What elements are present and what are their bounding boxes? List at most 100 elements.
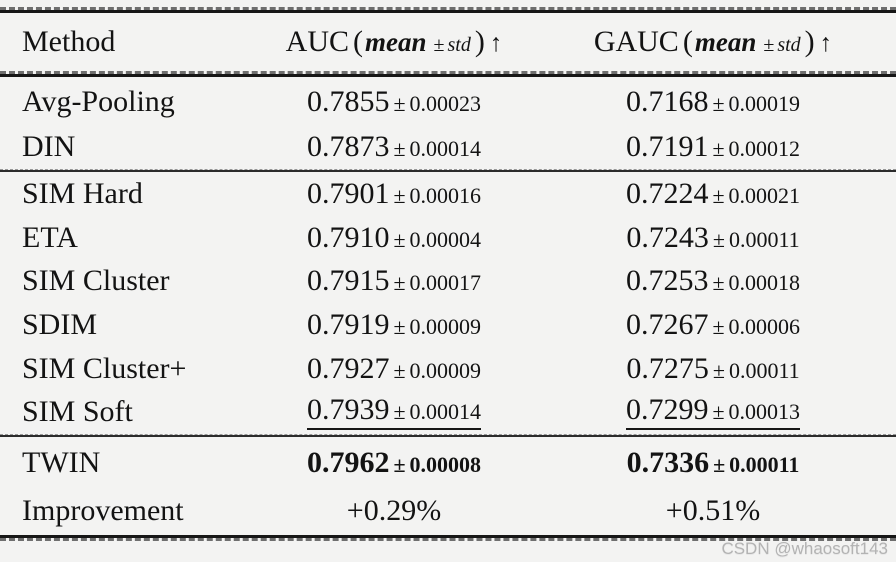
auc-mean: 0.7910	[306, 220, 390, 254]
table-row: SDIM 0.7919 ±0.00009 0.7267 ±0.00006	[0, 303, 896, 347]
gauc-value-cell: 0.7336 ±0.00011	[530, 447, 896, 479]
auc-mean: 0.7873	[306, 129, 390, 163]
column-header-method: Method	[22, 25, 116, 58]
gauc-mean: 0.7191	[625, 129, 709, 163]
gauc-std: 0.00019	[728, 90, 801, 116]
group-separator-rule-1	[0, 169, 896, 172]
table-group-twin: TWIN 0.7962 ±0.00008 0.7336 ±0.00011 Improvem…	[0, 437, 896, 535]
gauc-value-cell: 0.7299 ±0.00013	[530, 394, 896, 430]
gauc-improvement-value: +0.51%	[665, 494, 761, 527]
header-separator-rule	[0, 71, 896, 77]
gauc-std: 0.00013	[728, 399, 801, 425]
auc-value: 0.7855 ±0.00023	[307, 86, 481, 118]
auc-value-cell: 0.7873 ±0.00014	[258, 131, 530, 163]
gauc-value: 0.7336 ±0.00011	[627, 447, 800, 479]
gauc-value: 0.7243 ±0.00011	[626, 222, 799, 254]
gauc-mean: 0.7299	[625, 393, 709, 427]
gauc-value-cell: 0.7168 ±0.00019	[530, 86, 896, 118]
method-name: SIM Cluster+	[22, 351, 187, 385]
gauc-value: 0.7275 ±0.00011	[626, 353, 799, 385]
gauc-header-mean-word: mean	[694, 27, 757, 57]
auc-mean: 0.7939	[306, 393, 390, 427]
auc-value-cell: 0.7901 ±0.00016	[258, 178, 530, 210]
table-top-rule	[0, 7, 896, 13]
auc-header-plus-minus: ±	[433, 34, 445, 56]
gauc-header-open-paren: (	[682, 25, 693, 58]
auc-value: 0.7910 ±0.00004	[307, 222, 481, 254]
table-row: DIN 0.7873 ±0.00014 0.7191 ±0.00012	[0, 124, 896, 169]
table-row: TWIN 0.7962 ±0.00008 0.7336 ±0.00011	[0, 439, 896, 487]
auc-std: 0.00017	[409, 270, 482, 296]
auc-value: 0.7962 ±0.00008	[307, 447, 481, 479]
table-header-row: Method AUC (mean ± std ) ↑ GAUC (mean ± std…	[0, 13, 896, 71]
gauc-value-cell: 0.7253 ±0.00018	[530, 265, 896, 297]
auc-std: 0.00009	[409, 314, 482, 340]
auc-std: 0.00014	[409, 399, 482, 425]
gauc-mean: 0.7224	[625, 177, 709, 211]
table-row: SIM Hard 0.7901 ±0.00016 0.7224 ±0.00021	[0, 172, 896, 216]
auc-header-close-paren: )	[474, 25, 485, 58]
plus-minus: ±	[712, 270, 725, 296]
gauc-std: 0.00011	[729, 452, 800, 478]
gauc-value-cell: 0.7267 ±0.00006	[530, 309, 896, 341]
auc-mean: 0.7855	[306, 84, 390, 118]
plus-minus: ±	[393, 399, 406, 425]
method-name: ETA	[22, 220, 78, 254]
auc-mean: 0.7927	[306, 351, 390, 385]
auc-value-cell: 0.7919 ±0.00009	[258, 309, 530, 341]
gauc-std: 0.00012	[728, 135, 801, 161]
gauc-mean: 0.7275	[626, 351, 709, 385]
plus-minus: ±	[393, 226, 406, 252]
column-header-auc: AUC (mean ± std ) ↑	[258, 25, 530, 59]
auc-header-up-arrow-icon: ↑	[489, 30, 503, 57]
table-row: Avg-Pooling 0.7855 ±0.00023 0.7168 ±0.00019	[0, 79, 896, 124]
auc-mean: 0.7915	[306, 264, 390, 298]
gauc-mean: 0.7243	[626, 220, 709, 254]
auc-header-std-word: std	[447, 34, 471, 56]
auc-value-cell: 0.7939 ±0.00014	[258, 394, 530, 430]
auc-std: 0.00009	[409, 357, 482, 383]
table-row: SIM Cluster 0.7915 ±0.00017 0.7253 ±0.00018	[0, 259, 896, 303]
auc-value-cell: 0.7855 ±0.00023	[258, 86, 530, 118]
table-row: ETA 0.7910 ±0.00004 0.7243 ±0.00011	[0, 216, 896, 260]
method-name: Avg-Pooling	[22, 84, 175, 118]
auc-value-cell: +0.29%	[258, 494, 530, 528]
auc-mean: 0.7962	[306, 446, 390, 480]
table-group-baselines: Avg-Pooling 0.7855 ±0.00023 0.7168 ±0.00019 D…	[0, 77, 896, 169]
auc-header-open-paren: (	[353, 25, 363, 58]
gauc-value: 0.7253 ±0.00018	[626, 265, 800, 297]
table-row: SIM Soft 0.7939 ±0.00014 0.7299 ±0.00013	[0, 390, 896, 434]
gauc-mean: 0.7267	[625, 308, 709, 342]
plus-minus: ±	[712, 226, 725, 252]
plus-minus: ±	[393, 90, 406, 116]
auc-std: 0.00016	[409, 183, 482, 209]
gauc-header-std-word: std	[777, 34, 801, 56]
plus-minus: ±	[393, 183, 406, 209]
gauc-std: 0.00011	[728, 226, 800, 252]
plus-minus: ±	[393, 357, 406, 383]
plus-minus: ±	[712, 357, 725, 383]
plus-minus: ±	[712, 135, 725, 161]
table-row: SIM Cluster+ 0.7927 ±0.00009 0.7275 ±0.00011	[0, 347, 896, 391]
gauc-value: 0.7168 ±0.00019	[626, 86, 800, 118]
auc-value-cell: 0.7962 ±0.00008	[258, 447, 530, 479]
auc-header-mean-word: mean	[365, 27, 427, 57]
method-name: SIM Soft	[22, 395, 133, 429]
auc-value-cell: 0.7927 ±0.00009	[258, 353, 530, 385]
plus-minus: ±	[712, 183, 725, 209]
group-separator-rule-2	[0, 434, 896, 437]
gauc-value-cell: 0.7275 ±0.00011	[530, 353, 896, 385]
gauc-value: 0.7267 ±0.00006	[626, 309, 800, 341]
gauc-mean: 0.7253	[625, 264, 709, 298]
gauc-value: 0.7191 ±0.00012	[626, 131, 800, 163]
auc-std: 0.00004	[409, 226, 482, 252]
method-name: SIM Cluster	[22, 264, 170, 298]
plus-minus: ±	[712, 90, 725, 116]
csdn-watermark: CSDN @whaosoft143	[721, 539, 888, 558]
auc-improvement-value: +0.29%	[346, 494, 442, 527]
auc-value: 0.7915 ±0.00017	[307, 265, 481, 297]
plus-minus: ±	[393, 270, 406, 296]
gauc-std: 0.00018	[728, 270, 801, 296]
gauc-value: 0.7299 ±0.00013	[625, 393, 801, 430]
auc-std: 0.00014	[409, 135, 482, 161]
